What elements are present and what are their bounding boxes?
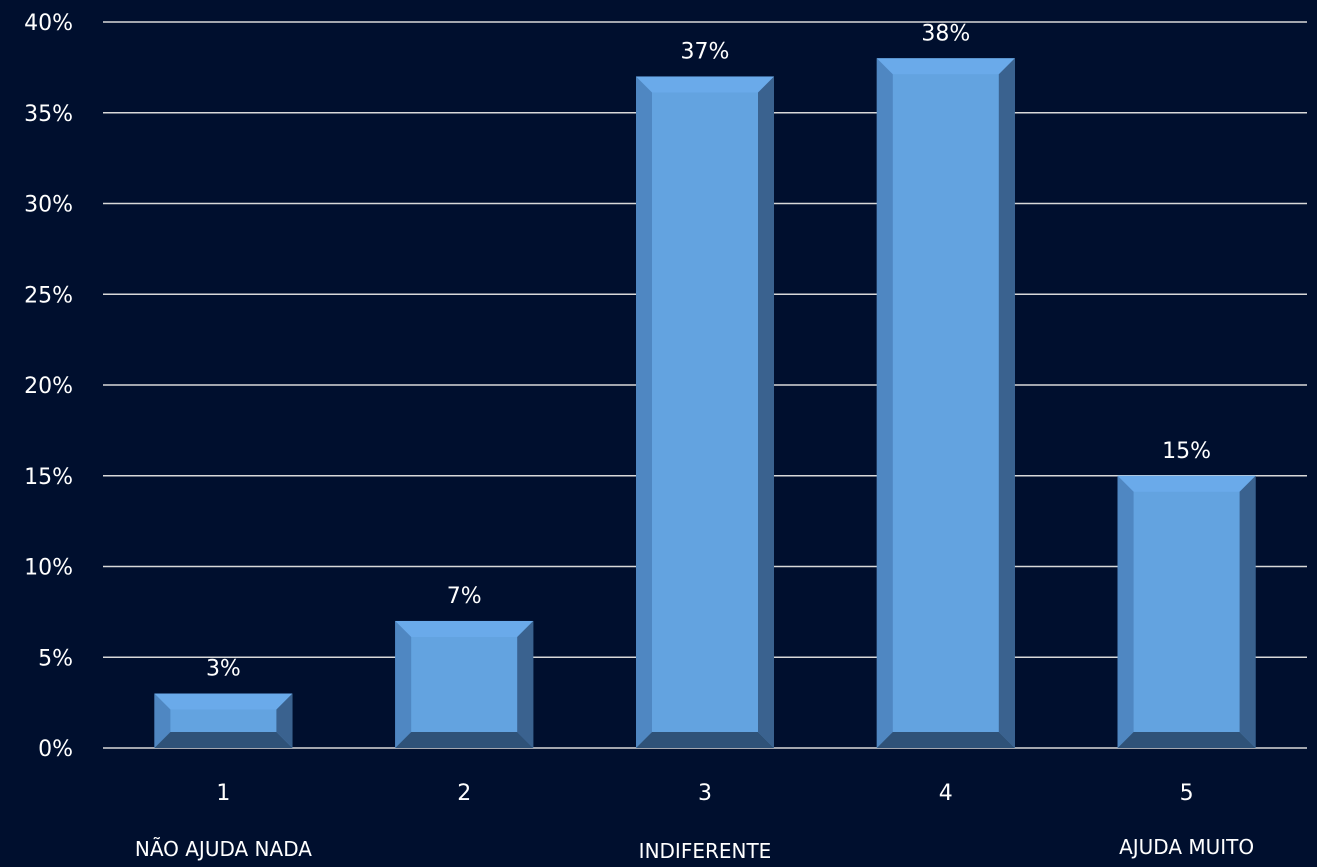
data-label: 38%	[921, 21, 970, 46]
bar-left-bevel	[876, 58, 893, 749]
bar-bottom-bevel	[636, 732, 774, 748]
scale-anchor-labels: NÃO AJUDA NADA INDIFERENTE AJUDA MUITO	[135, 835, 1254, 863]
bar-right-bevel	[758, 76, 774, 748]
bar	[876, 58, 1015, 749]
y-tick-label: 40%	[24, 11, 73, 36]
bar-right-bevel	[998, 58, 1015, 749]
x-category-label: 3	[698, 781, 712, 806]
scale-anchor-label: NÃO AJUDA NADA	[135, 837, 312, 861]
scale-anchor-label: AJUDA MUITO	[1119, 835, 1254, 859]
bar-top-bevel	[154, 693, 293, 710]
y-tick-label: 10%	[24, 556, 73, 581]
y-tick-label: 15%	[24, 465, 73, 490]
bar-bottom-bevel	[395, 732, 534, 748]
scale-anchor-label: INDIFERENTE	[639, 839, 772, 863]
bar	[636, 76, 774, 748]
y-tick-label: 35%	[24, 102, 73, 127]
x-category-label: 2	[457, 781, 471, 806]
data-label: 37%	[681, 39, 730, 64]
x-category-label: 4	[939, 781, 953, 806]
bar-face	[395, 620, 534, 748]
x-axis-categories: 1 2 3 4 5	[216, 781, 1193, 806]
bar-face	[876, 58, 1015, 749]
bar	[395, 620, 534, 748]
bar-left-bevel	[636, 76, 652, 748]
bar-right-bevel	[276, 693, 293, 748]
bar-left-bevel	[154, 693, 171, 748]
bar-bottom-bevel	[1117, 732, 1256, 748]
y-tick-label: 20%	[24, 374, 73, 399]
y-axis-ticks: 0% 5% 10% 15% 20% 25% 30% 35% 40%	[24, 11, 73, 762]
data-label: 3%	[206, 657, 241, 682]
bar-top-bevel	[636, 76, 774, 93]
bar	[1117, 475, 1256, 748]
data-label: 15%	[1162, 439, 1211, 464]
x-category-label: 5	[1180, 781, 1194, 806]
bar-left-bevel	[1117, 475, 1134, 748]
bar-left-bevel	[395, 620, 412, 748]
bar-right-bevel	[517, 620, 534, 748]
bar-bottom-bevel	[154, 732, 293, 748]
x-category-label: 1	[216, 781, 230, 806]
bar-top-bevel	[876, 58, 1015, 75]
bars	[154, 58, 1256, 749]
data-labels: 3% 7% 37% 38% 15%	[206, 21, 1211, 681]
y-tick-label: 25%	[24, 283, 73, 308]
bar-right-bevel	[1239, 475, 1256, 748]
bar	[154, 693, 293, 748]
bar-face	[636, 76, 774, 748]
data-label: 7%	[447, 584, 482, 609]
y-tick-label: 5%	[38, 646, 73, 671]
bar-top-bevel	[395, 620, 534, 637]
bar-face	[1117, 475, 1256, 748]
bar-bottom-bevel	[876, 732, 1015, 748]
bar-top-bevel	[1117, 475, 1256, 492]
y-tick-label: 0%	[38, 737, 73, 762]
y-tick-label: 30%	[24, 193, 73, 218]
